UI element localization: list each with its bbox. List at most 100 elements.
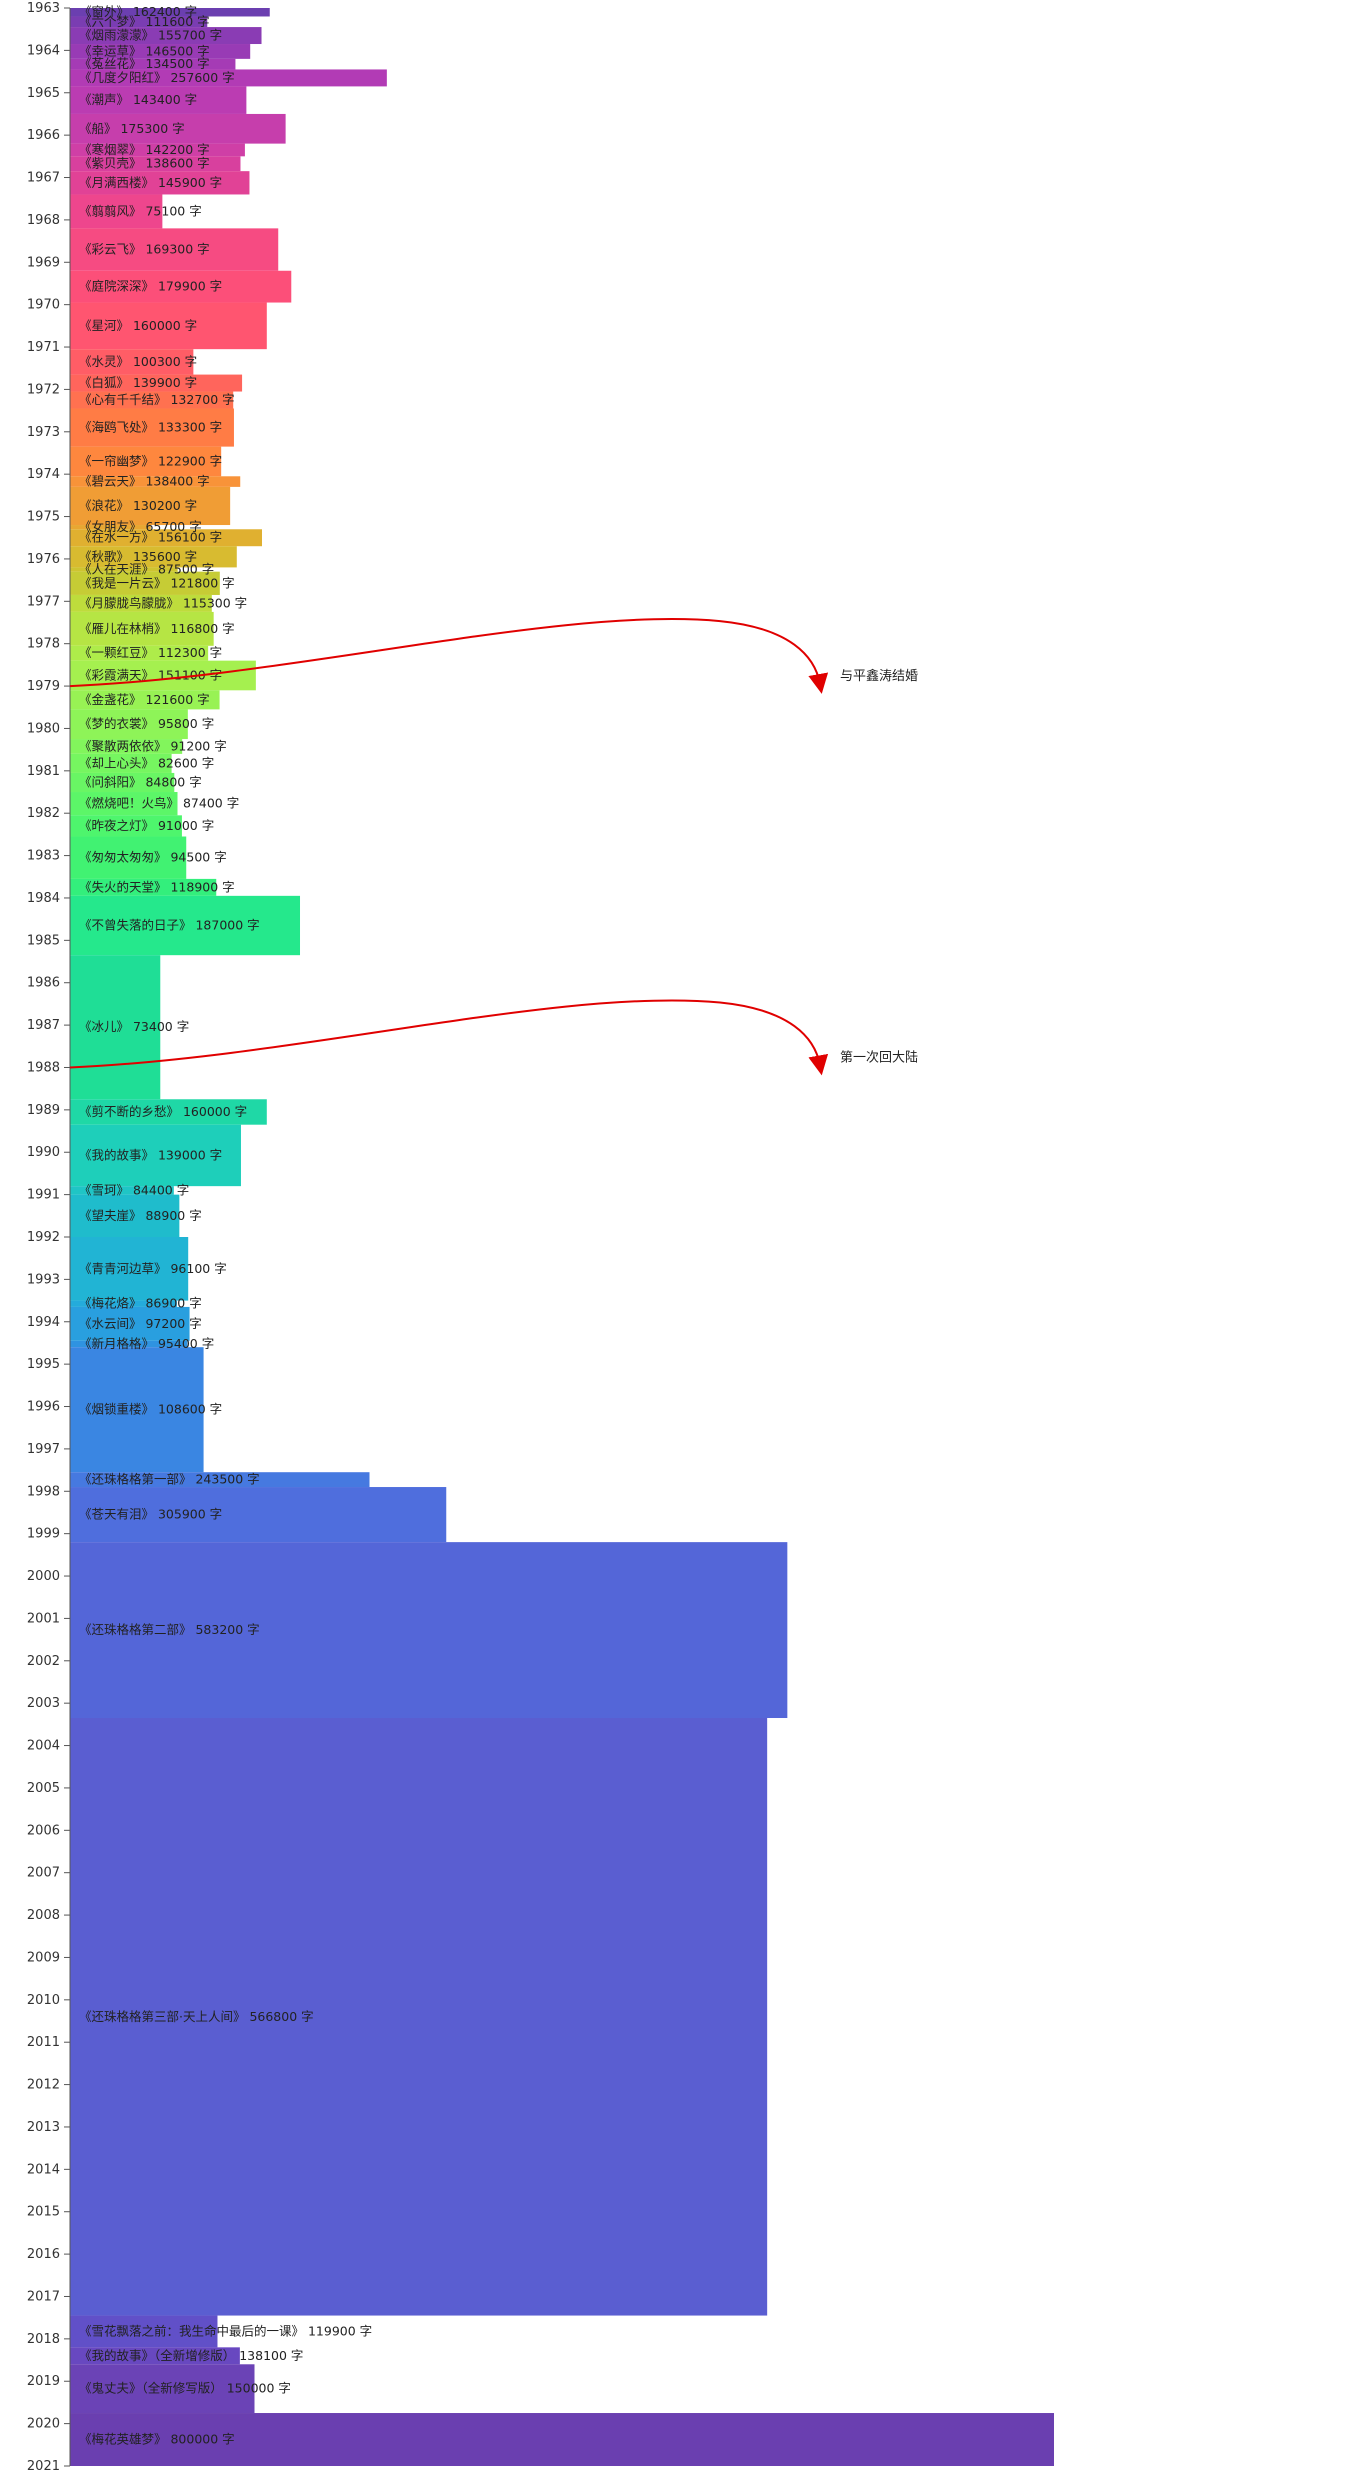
bar-42 — [70, 1099, 267, 1125]
tick-label-2000: 2000 — [27, 1569, 60, 1584]
bar-53 — [70, 1542, 788, 1719]
tick-label-2010: 2010 — [27, 1993, 60, 2008]
bar-45 — [70, 1194, 180, 1237]
bar-28 — [70, 611, 214, 646]
bar-23 — [70, 529, 263, 547]
tick-label-2007: 2007 — [27, 1866, 60, 1881]
bar-14 — [70, 302, 267, 350]
tick-label-2011: 2011 — [27, 2035, 60, 2050]
bar-32 — [70, 709, 188, 740]
bar-label-10: 《月满西楼》 145900 字 — [79, 175, 222, 190]
tick-label-2019: 2019 — [27, 2374, 60, 2389]
bar-40 — [70, 895, 301, 956]
tick-label-2017: 2017 — [27, 2289, 60, 2304]
bar-46 — [70, 1237, 189, 1301]
bar-22 — [70, 525, 151, 530]
bar-31 — [70, 690, 220, 710]
tick-label-1999: 1999 — [27, 1527, 60, 1542]
bar-label-4: 《菟丝花》 134500 字 — [79, 56, 210, 71]
bar-label-30: 《彩霞满天》 151100 字 — [79, 667, 222, 682]
bar-16 — [70, 374, 243, 392]
bar-label-8: 《寒烟翠》 142200 字 — [79, 142, 210, 157]
bar-label-33: 《聚散两依依》 91200 字 — [79, 738, 227, 753]
bar-label-44: 《雪珂》 84400 字 — [79, 1182, 189, 1197]
tick-label-1996: 1996 — [27, 1400, 60, 1415]
bar-label-35: 《问斜阳》 84800 字 — [79, 774, 202, 789]
tick-label-2021: 2021 — [27, 2459, 60, 2474]
bar-label-57: 《鬼丈夫》（全新修写版） 150000 字 — [79, 2381, 291, 2396]
bar-48 — [70, 1306, 190, 1341]
bar-4 — [70, 58, 236, 70]
tick-label-1987: 1987 — [27, 1018, 60, 1033]
tick-label-2006: 2006 — [27, 1823, 60, 1838]
year-axis: 1963 1964 1965 1966 1967 1968 1969 1970 1971 1972… — [27, 1, 71, 2474]
tick-label-2020: 2020 — [27, 2417, 60, 2432]
bar-label-36: 《燃烧吧！火鸟》 87400 字 — [79, 796, 239, 811]
bar-10 — [70, 171, 250, 195]
bar-12 — [70, 228, 279, 271]
bar-label-14: 《星河》 160000 字 — [79, 318, 197, 333]
bar-label-19: 《一帘幽梦》 122900 字 — [79, 453, 222, 468]
bar-58 — [70, 2413, 1054, 2466]
annotation-arrow-1 — [69, 999, 829, 1076]
bar-label-50: 《烟锁重楼》 108600 字 — [79, 1402, 222, 1417]
bar-50 — [70, 1347, 204, 1473]
bars-layer: 《窗外》 162400 字《六个梦》 111600 字《烟雨濛濛》 155700… — [70, 4, 1054, 2466]
tick-label-1990: 1990 — [27, 1145, 60, 1160]
tick-label-1975: 1975 — [27, 510, 60, 525]
bar-9 — [70, 156, 241, 172]
bar-label-29: 《一颗红豆》 112300 字 — [79, 645, 222, 660]
bar-label-27: 《月朦胧鸟朦胧》 115300 字 — [79, 595, 247, 610]
bar-43 — [70, 1124, 241, 1187]
bar-54 — [70, 1718, 768, 2316]
bar-label-3: 《幸运草》 146500 字 — [79, 43, 210, 58]
tick-label-2002: 2002 — [27, 1654, 60, 1669]
bar-label-12: 《彩云飞》 169300 字 — [79, 242, 210, 257]
bar-25 — [70, 567, 178, 572]
bar-label-45: 《望夫崖》 88900 字 — [79, 1208, 202, 1223]
bar-label-41: 《冰儿》 73400 字 — [79, 1019, 189, 1034]
bar-label-52: 《苍天有泪》 305900 字 — [79, 1507, 222, 1522]
bar-0 — [70, 8, 270, 17]
bar-label-7: 《船》 175300 字 — [79, 121, 185, 136]
tick-label-1997: 1997 — [27, 1442, 60, 1457]
bar-19 — [70, 446, 222, 477]
bar-label-26: 《我是一片云》 121800 字 — [79, 575, 235, 590]
tick-label-1983: 1983 — [27, 849, 60, 864]
bar-label-0: 《窗外》 162400 字 — [79, 4, 197, 19]
bar-label-20: 《碧云天》 138400 字 — [79, 474, 210, 489]
bar-39 — [70, 878, 217, 896]
tick-label-2008: 2008 — [27, 1908, 60, 1923]
bar-label-58: 《梅花英雄梦》 800000 字 — [79, 2432, 235, 2447]
bar-label-2: 《烟雨濛濛》 155700 字 — [79, 28, 222, 43]
tick-label-1976: 1976 — [27, 552, 60, 567]
tick-label-1998: 1998 — [27, 1484, 60, 1499]
bar-label-55: 《雪花飘落之前：我生命中最后的一课》 119900 字 — [79, 2323, 372, 2338]
bar-38 — [70, 836, 187, 879]
bar-label-39: 《失火的天堂》 118900 字 — [79, 879, 235, 894]
bar-label-9: 《紫贝壳》 138600 字 — [79, 156, 210, 171]
bar-label-48: 《水云间》 97200 字 — [79, 1316, 202, 1331]
bar-55 — [70, 2315, 218, 2348]
tick-label-1971: 1971 — [27, 340, 60, 355]
tick-label-2001: 2001 — [27, 1611, 60, 1626]
bar-label-40: 《不曾失落的日子》 187000 字 — [79, 918, 260, 933]
tick-label-1982: 1982 — [27, 806, 60, 821]
bar-29 — [70, 645, 209, 661]
tick-label-2009: 2009 — [27, 1950, 60, 1965]
bar-37 — [70, 815, 182, 837]
tick-label-1965: 1965 — [27, 86, 60, 101]
bar-8 — [70, 143, 245, 157]
bar-35 — [70, 772, 175, 793]
bar-label-47: 《梅花烙》 86900 字 — [79, 1296, 202, 1311]
tick-label-2005: 2005 — [27, 1781, 60, 1796]
tick-label-1989: 1989 — [27, 1103, 60, 1118]
tick-label-1981: 1981 — [27, 764, 60, 779]
bar-label-21: 《浪花》 130200 字 — [79, 498, 197, 513]
tick-label-1966: 1966 — [27, 128, 60, 143]
bar-label-16: 《白狐》 139900 字 — [79, 375, 197, 390]
bar-27 — [70, 594, 212, 612]
tick-label-1964: 1964 — [27, 43, 60, 58]
bar-5 — [70, 69, 387, 87]
